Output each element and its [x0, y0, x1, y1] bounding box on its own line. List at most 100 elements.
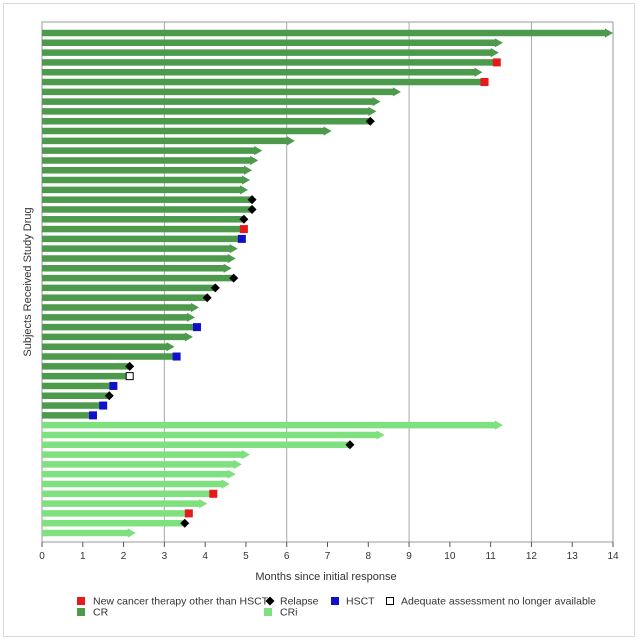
x-tick-label: 14 — [607, 551, 619, 562]
relapse-marker — [239, 214, 249, 224]
subject-bar — [42, 87, 401, 97]
subject-bar — [42, 59, 497, 66]
new-therapy-marker — [239, 225, 248, 234]
subject-bar — [42, 235, 242, 243]
subject-bar — [42, 206, 253, 213]
subject-bar — [42, 498, 208, 509]
hsct-marker — [109, 381, 118, 390]
hsct-marker — [172, 352, 181, 361]
x-tick-label: 3 — [162, 551, 168, 562]
subject-bar — [42, 106, 377, 117]
x-tick-label: 5 — [243, 551, 249, 562]
legend-label-new-therapy: New cancer therapy other than HSCT — [93, 596, 269, 608]
subject-bar — [42, 363, 130, 370]
subject-bar — [42, 392, 110, 399]
legend-swatch-cri — [264, 608, 272, 616]
subject-bar — [42, 165, 253, 175]
subject-bar — [42, 146, 263, 156]
subject-bar — [42, 342, 175, 352]
subject-bar — [42, 136, 295, 146]
subject-bar — [42, 441, 350, 449]
legend-label-hsct: HSCT — [346, 596, 375, 608]
relapse-marker — [247, 204, 257, 214]
subject-bar — [42, 459, 242, 469]
subject-bar — [42, 97, 381, 107]
subject-bar — [42, 449, 251, 460]
subject-bar — [42, 48, 499, 58]
subject-bar — [42, 430, 385, 440]
subject-bar — [42, 126, 332, 136]
subject-bar — [42, 332, 193, 342]
subject-bar — [42, 196, 253, 203]
legend-label-cri: CRi — [280, 607, 298, 619]
legend-swatch-new-therapy — [77, 597, 85, 605]
legend-label-adequate: Adequate assessment no longer available — [401, 596, 596, 608]
relapse-marker — [229, 273, 239, 283]
hsct-marker — [237, 234, 246, 243]
subject-bar — [42, 78, 485, 86]
subject-bar — [42, 510, 189, 517]
subject-bar — [42, 479, 230, 489]
subject-bar — [42, 244, 238, 254]
legend-swatch-hsct — [331, 597, 339, 605]
new-therapy-marker — [209, 489, 218, 498]
subject-bar — [42, 117, 371, 125]
legend-swatch-relapse — [265, 596, 275, 606]
subject-bar — [42, 490, 214, 498]
x-tick-label: 8 — [366, 551, 372, 562]
subject-bar — [42, 323, 197, 331]
new-therapy-marker — [492, 58, 501, 67]
subject-bar — [42, 469, 236, 479]
x-tick-label: 4 — [202, 551, 208, 562]
subject-bar — [42, 38, 503, 48]
y-axis-title: Subjects Received Study Drug — [22, 207, 34, 356]
subject-bar — [42, 353, 177, 360]
bars-layer — [42, 28, 613, 538]
subject-bar — [42, 253, 236, 264]
relapse-marker — [202, 293, 212, 303]
legend-swatch-cr — [77, 608, 85, 616]
subject-bar — [42, 420, 503, 430]
subject-bar — [42, 263, 232, 273]
x-tick-label: 12 — [526, 551, 538, 562]
relapse-marker — [104, 391, 114, 401]
legend-label-relapse: Relapse — [280, 596, 319, 608]
x-tick-label: 7 — [325, 551, 331, 562]
relapse-marker — [210, 283, 220, 293]
hsct-marker — [99, 401, 108, 410]
legend: New cancer therapy other than HSCT Relap… — [77, 596, 596, 619]
subject-bar — [42, 185, 248, 195]
chart-frame — [3, 3, 635, 637]
subject-bar — [42, 372, 130, 380]
subject-bar — [42, 274, 234, 282]
subject-bar — [42, 302, 200, 313]
new-therapy-marker — [184, 509, 193, 518]
relapse-marker — [365, 116, 375, 126]
subject-bar — [42, 284, 216, 292]
subject-bar — [42, 225, 244, 233]
subject-bar — [42, 382, 114, 390]
x-tick-label: 11 — [485, 551, 496, 562]
events-layer — [88, 58, 501, 528]
relapse-marker — [247, 195, 257, 205]
x-axis-title: Months since initial response — [255, 571, 396, 583]
subject-bar — [42, 528, 136, 538]
x-tick-label: 1 — [80, 551, 86, 562]
x-tick-label: 13 — [567, 551, 579, 562]
x-tick-label: 10 — [444, 551, 456, 562]
x-tick-label: 6 — [284, 551, 290, 562]
x-tick-label: 0 — [39, 551, 45, 562]
adequate-assessment-marker — [125, 372, 134, 381]
subject-bar — [42, 294, 208, 301]
subject-bar — [42, 519, 185, 527]
new-therapy-marker — [480, 78, 489, 87]
hsct-marker — [192, 323, 201, 332]
subject-bar — [42, 28, 613, 38]
x-tick-label: 9 — [406, 551, 412, 562]
subject-bar — [42, 312, 195, 322]
legend-label-cr: CR — [93, 607, 109, 619]
legend-swatch-adequate — [386, 597, 394, 605]
subject-bar — [42, 216, 244, 223]
x-axis: 0 1 2 3 4 5 6 7 8 9 10 11 12 13 14 — [39, 542, 619, 562]
